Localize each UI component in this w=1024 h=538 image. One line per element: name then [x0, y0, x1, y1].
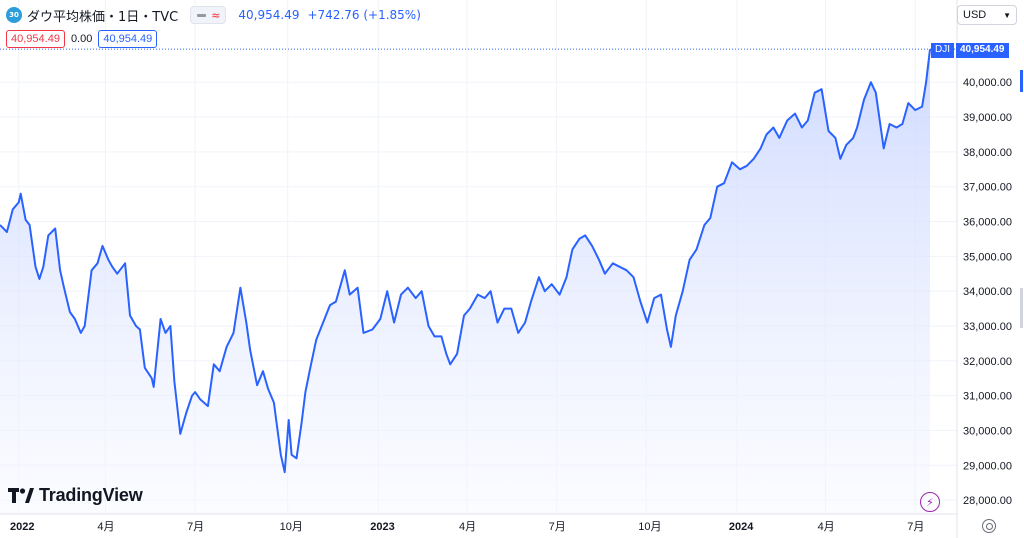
y-tick-label: 34,000.00: [963, 286, 1012, 298]
x-tick-label: 7月: [187, 521, 204, 533]
last-price-symbol: DJI: [931, 43, 954, 58]
y-tick-label: 35,000.00: [963, 251, 1012, 263]
y-tick-label: 28,000.00: [963, 495, 1012, 507]
last-price-tag: DJI 40,954.49: [931, 43, 1009, 58]
currency-select[interactable]: USD ▼: [957, 5, 1017, 25]
y-tick-label: 36,000.00: [963, 217, 1012, 229]
buy-button[interactable]: 40,954.49: [98, 30, 158, 48]
time-axis[interactable]: 2022 4月 7月 10月 2023 4月 7月 10月 2024 4月 7月: [10, 521, 924, 533]
scroll-indicator-2[interactable]: [1020, 288, 1023, 328]
minus-icon: [197, 13, 207, 17]
price-axis[interactable]: 28,000.00 29,000.00 30,000.00 31,000.00 32,0…: [963, 77, 1012, 507]
y-tick-label: 33,000.00: [963, 321, 1012, 333]
sell-button[interactable]: 40,954.49: [6, 30, 65, 48]
symbol-badge[interactable]: 30: [6, 7, 22, 23]
price-line: [0, 49, 931, 474]
compare-icon: ≈: [211, 8, 221, 22]
x-tick-label: 4月: [97, 521, 114, 533]
x-tick-label: 7月: [907, 521, 924, 533]
tradingview-logo[interactable]: TradingView: [8, 485, 143, 506]
tradingview-logo-icon: [8, 487, 34, 503]
x-tick-label: 2022: [10, 521, 34, 533]
legend-toggle-button[interactable]: ≈: [190, 6, 227, 24]
lightning-icon[interactable]: ⚡: [920, 492, 940, 512]
x-tick-label: 4月: [818, 521, 835, 533]
gear-icon[interactable]: [982, 519, 996, 533]
y-tick-label: 40,000.00: [963, 77, 1012, 89]
price-area-fill: [0, 49, 930, 514]
legend-last-price: 40,954.49: [238, 8, 300, 22]
legend: 30 ダウ平均株価・1日・TVC ≈ 40,954.49 +742.76 (+1…: [6, 4, 421, 26]
y-tick-label: 32,000.00: [963, 356, 1012, 368]
y-tick-label: 37,000.00: [963, 182, 1012, 194]
chevron-down-icon: ▼: [1003, 10, 1011, 20]
x-tick-label: 4月: [459, 521, 476, 533]
y-tick-label: 31,000.00: [963, 391, 1012, 403]
y-tick-label: 38,000.00: [963, 147, 1012, 159]
x-tick-label: 10月: [638, 521, 661, 533]
x-tick-label: 2023: [370, 521, 394, 533]
scroll-indicator[interactable]: [1020, 70, 1023, 92]
spread-value: 0.00: [70, 33, 93, 45]
y-tick-label: 29,000.00: [963, 460, 1012, 472]
y-tick-label: 39,000.00: [963, 112, 1012, 124]
y-tick-label: 30,000.00: [963, 425, 1012, 437]
quote-row: 40,954.49 0.00 40,954.49: [6, 30, 158, 48]
symbol-title[interactable]: ダウ平均株価・1日・TVC: [27, 9, 179, 25]
tradingview-logo-text: TradingView: [39, 485, 143, 505]
currency-label: USD: [963, 9, 987, 21]
x-tick-label: 2024: [729, 521, 754, 533]
last-price-value: 40,954.49: [956, 43, 1009, 58]
x-tick-label: 10月: [280, 521, 303, 533]
x-tick-label: 7月: [549, 521, 566, 533]
legend-change: +742.76 (+1.85%): [307, 8, 421, 22]
